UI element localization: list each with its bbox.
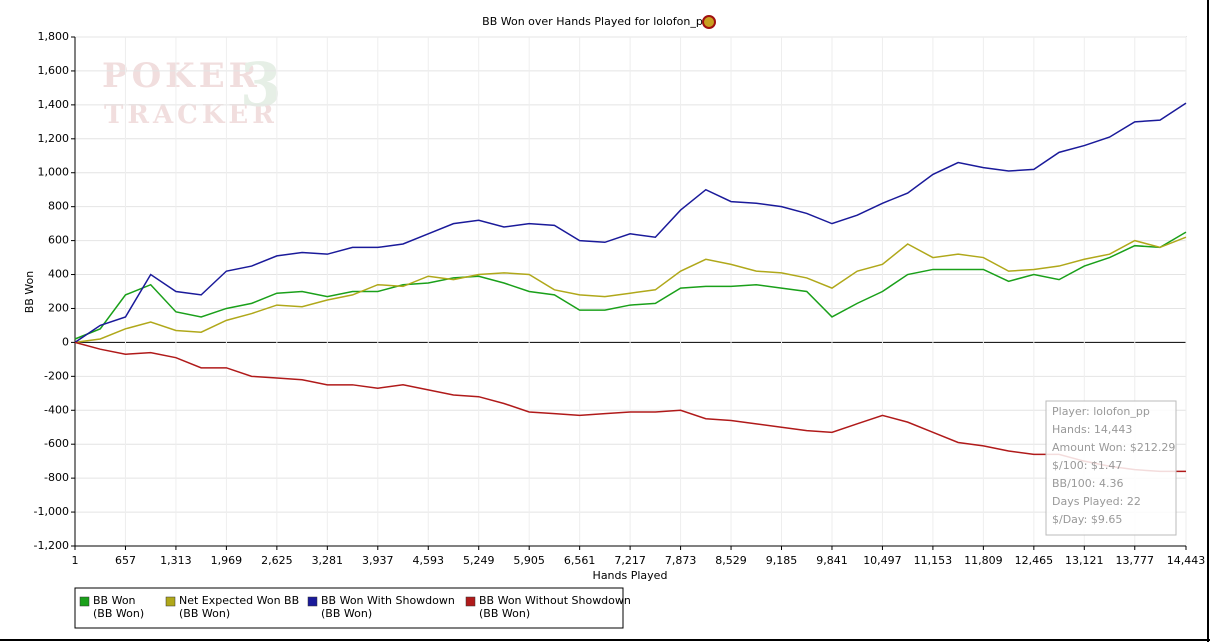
tooltip-line: Player: lolofon_pp [1052,405,1150,418]
chart-title: BB Won over Hands Played for lolofon_pp [482,15,710,28]
y-tick-label: -1,200 [34,539,69,552]
x-tick-label: 9,841 [816,554,848,567]
x-tick-label: 5,249 [463,554,495,567]
y-tick-label: 1,400 [38,98,70,111]
x-tick-label: 3,281 [312,554,344,567]
x-tick-label: 2,625 [261,554,293,567]
legend-unit: (BB Won) [93,607,144,620]
legend-label: Net Expected Won BB [179,594,299,607]
legend-swatch [165,596,176,607]
x-tick-label: 1 [72,554,79,567]
watermark: 3 [240,51,286,121]
legend-label: BB Won Without Showdown [479,594,631,607]
x-tick-label: 10,497 [863,554,902,567]
x-tick-label: 7,217 [614,554,646,567]
x-tick-label: 1,969 [211,554,243,567]
y-tick-label: 200 [48,301,69,314]
x-tick-label: 7,873 [665,554,697,567]
legend-label: BB Won With Showdown [321,594,455,607]
x-tick-label: 657 [115,554,136,567]
y-axis-label: BB Won [23,271,36,314]
x-tick-label: 4,593 [413,554,445,567]
tooltip: Player: lolofon_pp Hands: 14,443 Amount Wo… [1045,400,1177,536]
y-tick-label: -800 [44,471,69,484]
x-tick-label: 1,313 [160,554,192,567]
y-tick-label: 1,600 [38,64,70,77]
x-tick-label: 11,153 [914,554,953,567]
x-tick-label: 8,529 [715,554,747,567]
y-tick-label: 0 [62,335,69,348]
x-tick-label: 13,777 [1116,554,1155,567]
y-tick-label: 400 [48,268,69,281]
legend-label: BB Won [93,594,136,607]
y-tick-label: 1,800 [38,30,70,43]
legend-swatch [465,596,476,607]
y-tick-label: -600 [44,437,69,450]
x-tick-label: 11,809 [964,554,1003,567]
tooltip-line: Days Played: 22 [1052,495,1141,508]
tooltip-line: BB/100: 4.36 [1052,477,1124,490]
series-line [74,102,1187,344]
legend-unit: (BB Won) [479,607,530,620]
x-tick-label: 6,561 [564,554,596,567]
y-tick-label: -1,000 [34,505,69,518]
y-tick-label: 800 [48,200,69,213]
tooltip-line: $/100: $1.47 [1052,459,1122,472]
title-icon [702,15,716,29]
legend-box [74,587,624,629]
x-tick-label: 5,905 [513,554,545,567]
series-line [74,341,1186,473]
x-tick-label: 3,937 [362,554,394,567]
series-line [74,231,1187,340]
legend-unit: (BB Won) [179,607,230,620]
y-tick-label: -200 [44,369,69,382]
legend-swatch [307,596,318,607]
x-tick-label: 13,121 [1065,554,1104,567]
x-tick-label: 12,465 [1015,554,1054,567]
legend-unit: (BB Won) [321,607,372,620]
x-tick-label: 14,443 [1167,554,1206,567]
y-tick-label: 1,200 [38,132,70,145]
tooltip-line: Hands: 14,443 [1052,423,1132,436]
legend-swatch [79,596,90,607]
tooltip-box [1045,400,1177,536]
tooltip-line: $/Day: $9.65 [1052,513,1122,526]
y-tick-label: 600 [48,234,69,247]
tooltip-line: Amount Won: $212.29 [1052,441,1175,454]
y-tick-label: 1,000 [38,166,70,179]
watermark: POKER [102,56,261,96]
y-tick-label: -400 [44,403,69,416]
x-tick-label: 9,185 [766,554,798,567]
series-line [74,236,1187,344]
x-axis-label: Hands Played [593,569,668,582]
